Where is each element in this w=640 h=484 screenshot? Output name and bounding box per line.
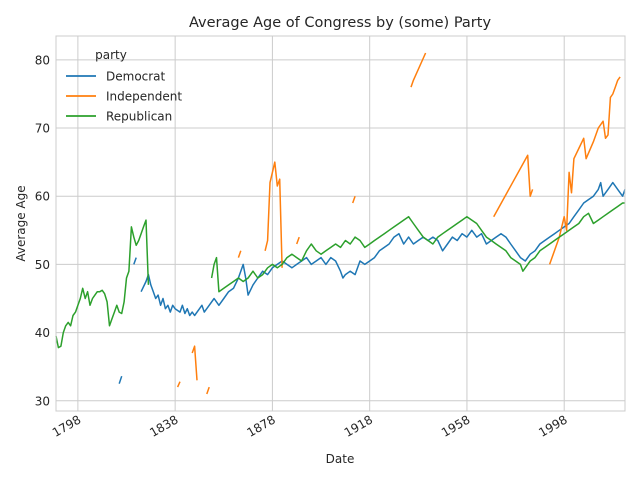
democrat-series-line bbox=[118, 375, 123, 384]
independent-series-line bbox=[410, 52, 427, 88]
independent-series-line bbox=[176, 381, 181, 388]
independent-series-line bbox=[264, 161, 283, 268]
democrat-series-line bbox=[140, 181, 626, 317]
x-tick-label: 1838 bbox=[147, 412, 180, 439]
independent-series-line bbox=[493, 154, 534, 218]
republican-series-line bbox=[210, 202, 625, 293]
independent-legend-label: Independent bbox=[106, 90, 182, 104]
y-tick-label: 50 bbox=[35, 258, 50, 272]
democrat-legend-label: Democrat bbox=[106, 70, 166, 84]
independent-series-line bbox=[351, 195, 356, 204]
x-tick-label: 1958 bbox=[439, 412, 472, 439]
y-tick-label: 70 bbox=[35, 122, 50, 136]
series-lines bbox=[55, 52, 626, 395]
legend-title: party bbox=[95, 48, 127, 62]
grid bbox=[56, 36, 625, 411]
y-tick-label: 60 bbox=[35, 190, 50, 204]
republican-series-line bbox=[55, 219, 150, 349]
x-tick-label: 1798 bbox=[50, 412, 83, 439]
plot-area bbox=[56, 36, 625, 411]
democrat-series-line bbox=[133, 257, 137, 265]
y-axis-label: Average Age bbox=[14, 185, 28, 261]
chart-title: Average Age of Congress by (some) Party bbox=[189, 15, 491, 31]
republican-legend-label: Republican bbox=[106, 110, 172, 124]
y-tick-label: 80 bbox=[35, 53, 50, 67]
legend: party Democrat Independent Republican bbox=[66, 48, 182, 124]
independent-series-line bbox=[191, 345, 198, 381]
x-tick-label: 1878 bbox=[244, 412, 277, 439]
independent-series-line bbox=[206, 386, 210, 395]
x-tick-label: 1998 bbox=[536, 412, 569, 439]
independent-series-line bbox=[237, 250, 242, 258]
independent-series-line bbox=[548, 76, 621, 265]
y-tick-label: 30 bbox=[35, 394, 50, 408]
x-tick-label: 1918 bbox=[342, 412, 375, 439]
plot-frame bbox=[55, 35, 626, 412]
y-tick-label: 40 bbox=[35, 326, 50, 340]
x-axis-label: Date bbox=[326, 452, 355, 466]
independent-series-line bbox=[295, 236, 300, 245]
